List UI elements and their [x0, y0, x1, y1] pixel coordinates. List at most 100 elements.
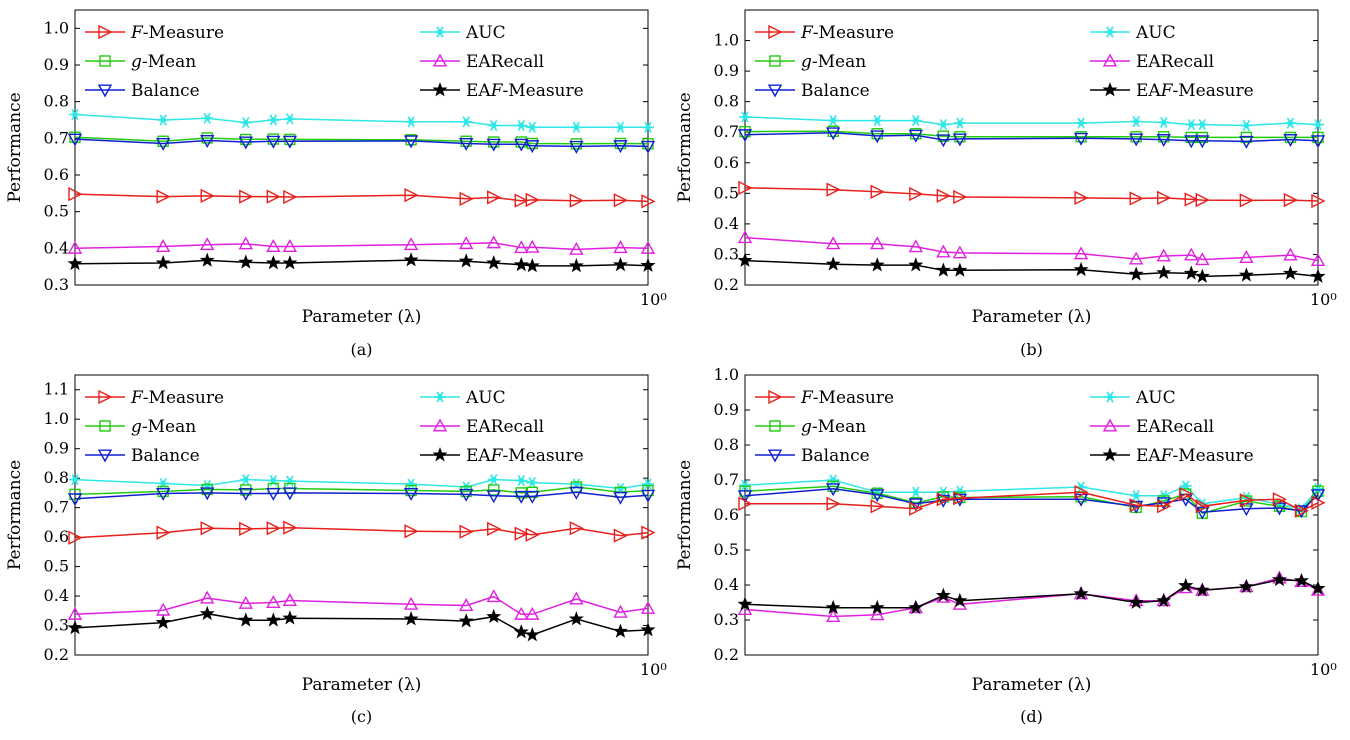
chart-panel-b: 0.2 0.3 0.4 0.5 0.6 0.7 0.8 0.9 1.0 10⁰ Parameter …: [675, 9, 1337, 359]
legend: F-Measure AUC g-Mean EARecall Balance EAF-Mea…: [755, 23, 1254, 101]
data-point-eaf-measure: [908, 257, 924, 272]
legend-item-f-measure: F-Measure: [755, 388, 894, 408]
y-tick-label: 0.8: [44, 92, 69, 111]
legend-marker-balance: [97, 449, 113, 463]
data-point-f-measure: [1195, 192, 1210, 208]
data-point-eaf-measure: [869, 599, 885, 615]
legend-label-auc: AUC: [1135, 388, 1176, 408]
legend-item-auc: AUC: [1090, 388, 1176, 408]
data-point-earecall: [1073, 246, 1089, 260]
data-point-f-measure: [404, 524, 419, 539]
data-point-eaf-measure: [1194, 268, 1210, 283]
data-point-earecall: [238, 595, 253, 609]
data-point-eaf-measure: [486, 255, 502, 270]
series-f-measure: [738, 485, 1326, 518]
data-point-f-measure: [239, 189, 254, 204]
data-point-earecall: [514, 606, 529, 620]
y-tick-label: 0.9: [714, 61, 739, 80]
legend-label-g-mean: g-Mean: [801, 417, 866, 437]
series-eaf-measure: [737, 571, 1326, 615]
y-tick-label: 0.7: [44, 498, 69, 517]
data-point-balance: [1156, 134, 1171, 147]
legend: F-Measure AUC g-Mean EARecall Balance EAF-Mea…: [85, 388, 584, 466]
legend-marker-g-mean: [99, 55, 111, 67]
data-point-eaf-measure: [935, 587, 951, 602]
data-point-auc: [1284, 117, 1297, 129]
data-point-eaf-measure: [1073, 261, 1089, 277]
legend-label-balance: Balance: [131, 446, 200, 466]
data-point-f-measure: [487, 521, 502, 536]
data-point-balance: [825, 127, 841, 141]
data-point-eaf-measure: [952, 592, 968, 608]
y-tick-label: 1.1: [44, 380, 69, 399]
legend-item-earecall: EARecall: [1090, 52, 1214, 72]
data-point-earecall: [403, 596, 419, 610]
data-point-earecall: [870, 236, 885, 250]
legend-item-eaf-measure: EAF-Measure: [1090, 446, 1254, 466]
data-point-earecall: [569, 241, 584, 255]
data-point-earecall: [1156, 248, 1171, 262]
legend-marker-f-measure: [768, 389, 783, 405]
y-tick-label: 0.4: [44, 238, 69, 257]
data-point-auc: [201, 112, 214, 124]
data-point-eaf-measure: [1282, 265, 1298, 280]
plot-frame: [74, 374, 649, 656]
data-point-earecall: [936, 244, 951, 258]
data-point-f-measure: [953, 491, 968, 506]
data-point-balance: [870, 489, 885, 503]
legend-marker-balance: [767, 84, 783, 98]
data-point-eaf-measure: [1128, 266, 1144, 281]
legend-item-earecall: EARecall: [420, 417, 544, 437]
legend: F-Measure AUC g-Mean EARecall Balance EAF-Mea…: [85, 23, 584, 101]
legend-marker-g-mean: [99, 420, 111, 432]
legend-label-g-mean: g-Mean: [801, 52, 866, 72]
series-line-eaf-measure: [74, 612, 649, 636]
data-point-balance: [282, 135, 298, 149]
x-tick-label: 10⁰: [640, 290, 667, 309]
legend-marker-auc: [434, 26, 446, 38]
data-point-balance: [569, 140, 584, 154]
data-point-balance: [1239, 135, 1254, 149]
legend-marker-auc: [1104, 391, 1116, 403]
legend-item-auc: AUC: [1090, 23, 1176, 43]
data-point-f-measure: [156, 189, 171, 204]
data-point-f-measure: [1074, 485, 1089, 500]
data-point-earecall: [952, 245, 968, 259]
data-point-eaf-measure: [935, 262, 951, 277]
y-tick-label: 0.9: [44, 439, 69, 458]
legend-item-f-measure: F-Measure: [85, 23, 224, 43]
legend-item-f-measure: F-Measure: [85, 388, 224, 408]
y-tick-label: 0.3: [714, 610, 739, 629]
y-axis-label: Performance: [5, 460, 25, 570]
y-axis-label: Performance: [675, 460, 695, 570]
data-point-eaf-measure: [403, 611, 419, 626]
legend-label-earecall: EARecall: [1136, 52, 1214, 72]
data-point-balance: [266, 487, 281, 501]
data-point-f-measure: [200, 521, 215, 536]
data-point-f-measure: [909, 501, 924, 516]
y-tick-label: 1.0: [714, 365, 739, 384]
plot-frame: [74, 9, 649, 286]
data-point-eaf-measure: [952, 262, 968, 277]
legend-label-balance: Balance: [801, 81, 870, 101]
data-point-eaf-measure: [282, 610, 298, 625]
data-point-earecall: [458, 598, 474, 611]
data-point-earecall: [1184, 247, 1199, 261]
series-line-earecall: [744, 236, 1319, 262]
legend-item-eaf-measure: EAF-Measure: [420, 446, 584, 466]
data-point-auc: [460, 116, 473, 128]
data-point-earecall: [514, 240, 529, 254]
data-point-auc: [937, 118, 950, 131]
legend-marker-g-mean: [769, 55, 781, 67]
series-balance: [67, 486, 656, 507]
legend-marker-g-mean: [769, 420, 781, 432]
data-point-eaf-measure: [1271, 571, 1287, 587]
data-point-eaf-measure: [1238, 578, 1254, 594]
y-tick-label: 0.5: [714, 540, 739, 559]
data-point-f-measure: [459, 191, 474, 206]
legend-marker-f-measure: [768, 24, 783, 40]
data-point-balance: [737, 490, 753, 504]
data-point-eaf-measure: [1128, 594, 1144, 609]
x-axis-label: Parameter (λ): [302, 675, 422, 695]
